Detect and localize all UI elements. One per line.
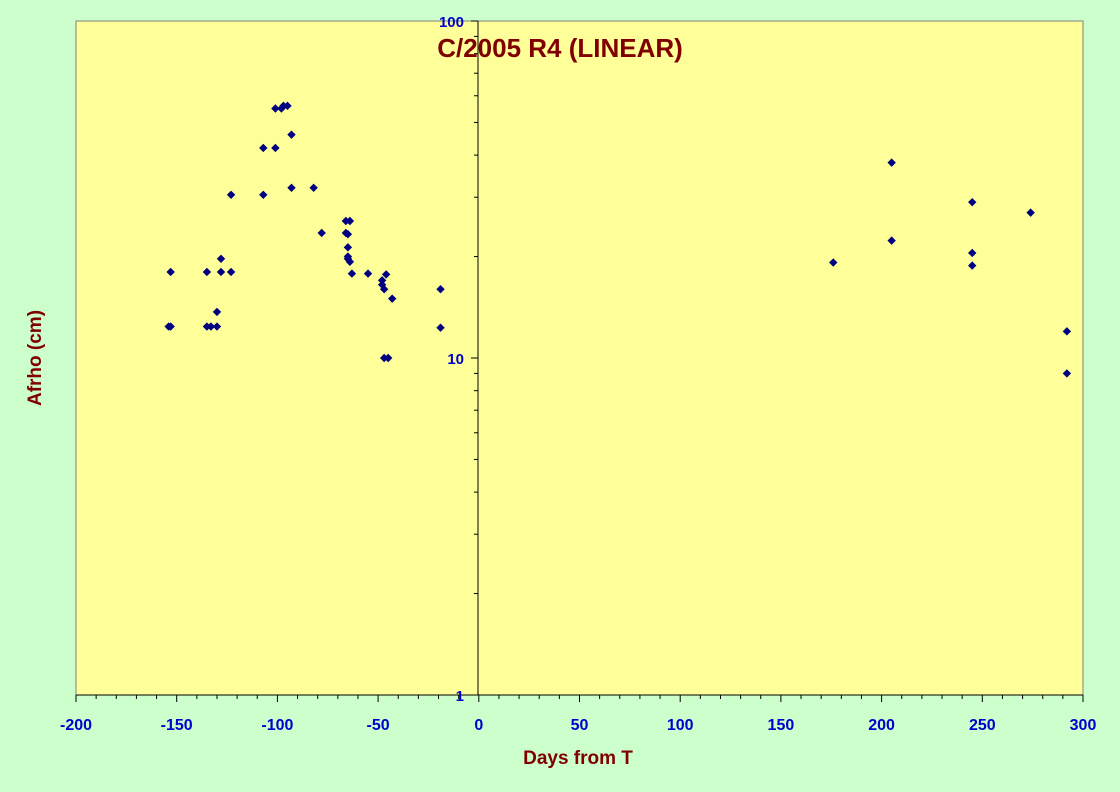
data-point	[202, 267, 212, 277]
data-point	[271, 143, 280, 153]
data-point	[287, 183, 296, 192]
plot-area	[75, 20, 1084, 696]
data-point	[968, 261, 977, 270]
data-point	[887, 158, 896, 167]
data-point	[317, 228, 326, 238]
data-point	[436, 323, 445, 332]
data-point	[345, 257, 355, 266]
data-point	[216, 267, 226, 277]
data-point	[383, 353, 393, 363]
data-point	[887, 236, 896, 245]
x-tick-label: 0	[474, 717, 483, 734]
data-point	[226, 267, 236, 277]
data-point	[226, 190, 236, 199]
data-point	[436, 285, 445, 294]
data-point	[1062, 369, 1072, 378]
data-point	[379, 285, 389, 294]
data-point	[271, 104, 280, 113]
data-point	[829, 258, 838, 267]
x-tick-label: -200	[60, 717, 92, 734]
data-point	[287, 130, 296, 139]
data-point	[216, 254, 226, 263]
x-tick-label: 250	[969, 717, 996, 734]
x-tick-label: 50	[571, 717, 589, 734]
x-tick-label: -150	[161, 717, 193, 734]
y-tick-label: 10	[447, 351, 464, 368]
x-tick-label: -50	[367, 717, 390, 734]
labels: -200 -150 -100 -50 0 50 100 150 200 250 300 1 10 100	[60, 14, 1096, 734]
data-point	[387, 294, 397, 303]
x-tick-label: 200	[868, 717, 895, 734]
data-point	[363, 269, 373, 278]
data-point	[377, 276, 387, 285]
data-point	[343, 243, 353, 252]
data-point	[1062, 327, 1072, 336]
x-tick-label: -100	[261, 717, 293, 734]
data-point	[309, 183, 318, 192]
data-point	[968, 248, 977, 258]
data-point	[343, 230, 353, 239]
x-tick-label: 150	[768, 717, 795, 734]
y-tick-label: 1	[456, 688, 464, 705]
axes	[75, 20, 1084, 702]
data-point	[212, 322, 222, 331]
data-point	[166, 322, 175, 331]
x-axis-title: Days from T	[523, 748, 633, 769]
x-tick-label: 100	[667, 717, 694, 734]
y-axis-title: Afrho (cm)	[25, 310, 46, 406]
x-tick-label: 300	[1070, 717, 1097, 734]
data-point	[259, 190, 268, 199]
data-point	[345, 216, 355, 226]
data-point	[259, 143, 268, 153]
data-point	[166, 267, 175, 277]
data-point	[381, 270, 391, 279]
data-point	[968, 197, 977, 207]
data-point	[1026, 208, 1035, 217]
data-point	[206, 322, 216, 331]
data-point	[347, 269, 357, 278]
data-point	[212, 307, 222, 317]
y-tick-label: 100	[439, 14, 464, 31]
chart-title: C/2005 R4 (LINEAR)	[437, 33, 683, 63]
data-point	[283, 101, 292, 111]
data-points	[164, 101, 1072, 378]
